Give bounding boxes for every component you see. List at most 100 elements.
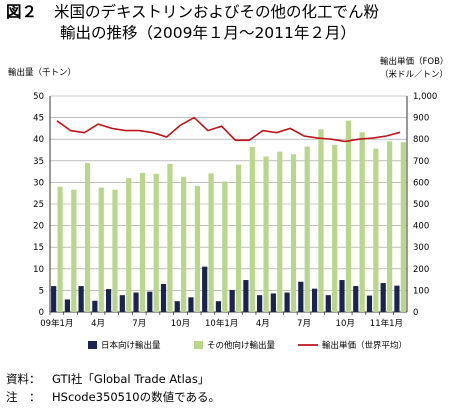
right-tick-label: 1,000: [413, 92, 437, 102]
bar-japan: [298, 281, 304, 312]
x-tick-label: 7月: [132, 319, 146, 329]
legend-label-other: その他向け輸出量: [207, 340, 276, 351]
right-tick-label: 900: [413, 114, 429, 124]
bar-japan: [284, 292, 290, 312]
left-axis-unit: 輸出量（千トン）: [8, 68, 77, 78]
left-tick-label: 5: [39, 286, 44, 296]
legend-label-japan: 日本向け輸出量: [101, 340, 161, 351]
bar-japan: [215, 301, 222, 312]
export-chart: 0510152025303540455001002003004005006007…: [33, 92, 437, 351]
bar-other: [153, 173, 159, 312]
x-tick-label: 11年1月: [370, 318, 403, 329]
bar-japan: [339, 280, 345, 312]
bar-japan: [78, 286, 84, 312]
bar-other: [71, 189, 77, 312]
note-text: HScode350510の数値である。: [52, 390, 220, 404]
bar-japan: [257, 295, 263, 312]
right-axis-unit-line-2: （米ドル／トン）: [380, 70, 449, 80]
left-tick-label: 45: [33, 114, 44, 124]
left-tick-label: 25: [33, 200, 44, 210]
right-tick-label: 500: [413, 200, 429, 210]
chart-title: 図２ 米国のデキストリンおよびその他の化工でん粉 輸出の推移（2009年１月～20…: [6, 2, 452, 44]
x-tick-label: 7月: [297, 319, 311, 329]
left-tick-label: 50: [33, 92, 44, 102]
right-axis-unit-line-1: 輸出単価（FOB）: [380, 57, 449, 67]
bar-other: [304, 146, 310, 312]
legend-swatch-japan: [88, 341, 97, 349]
bar-japan: [366, 295, 373, 312]
note-key: 注 ：: [6, 390, 41, 404]
bar-other: [98, 187, 104, 312]
legend-swatch-other: [194, 341, 203, 349]
bar-japan: [270, 293, 276, 312]
bar-other: [139, 172, 146, 312]
left-tick-label: 40: [33, 135, 44, 145]
bar-other: [208, 173, 214, 312]
right-tick-label: 600: [413, 178, 429, 188]
bar-japan: [51, 286, 57, 312]
bar-other: [359, 132, 365, 312]
bar-other: [400, 142, 406, 312]
source-key: 資料：: [6, 372, 41, 386]
source-line: 資料： GTI社「Global Trade Atlas」: [6, 370, 220, 388]
figure-number: 図２: [6, 3, 38, 21]
bar-japan: [147, 291, 153, 312]
bar-japan: [243, 280, 249, 312]
bar-other: [235, 164, 242, 312]
note-line: 注 ： HScode350510の数値である。: [6, 388, 220, 406]
title-line-1: 米国のデキストリンおよびその他の化工でん粉: [54, 3, 380, 21]
x-tick-label: 10月: [336, 319, 355, 329]
right-axis-unit: 輸出単価（FOB） （米ドル／トン）: [380, 56, 448, 82]
bar-other: [126, 178, 132, 312]
source-text: GTI社「Global Trade Atlas」: [52, 372, 210, 386]
right-tick-label: 200: [413, 265, 429, 275]
bar-other: [332, 144, 338, 312]
bar-japan: [311, 288, 318, 312]
bar-japan: [380, 283, 386, 312]
bar-other: [167, 163, 173, 312]
bar-japan: [92, 300, 98, 312]
right-tick-label: 400: [413, 222, 429, 232]
bar-japan: [353, 286, 359, 312]
left-tick-label: 30: [33, 178, 44, 188]
x-tick-label: 09年1月: [40, 318, 73, 329]
bar-other: [277, 151, 283, 312]
right-tick-label: 0: [413, 308, 418, 318]
bar-other: [373, 148, 379, 312]
bar-other: [387, 141, 393, 312]
bar-japan: [202, 266, 208, 312]
footer-notes: 資料： GTI社「Global Trade Atlas」 注 ： HScode350…: [6, 370, 220, 406]
bar-other: [194, 185, 200, 312]
bar-other: [249, 146, 255, 312]
bar-other: [318, 129, 324, 312]
legend-label-price: 輸出単価（世界平均）: [322, 340, 407, 351]
bar-japan: [188, 297, 194, 312]
bar-japan: [64, 299, 70, 312]
bar-other: [84, 162, 91, 312]
left-tick-label: 0: [39, 308, 44, 318]
bar-japan: [229, 289, 235, 312]
bar-other: [345, 120, 352, 313]
bar-japan: [119, 295, 125, 312]
bar-japan: [160, 283, 167, 312]
bar-other: [181, 176, 187, 312]
bar-other: [222, 181, 228, 312]
right-tick-label: 300: [413, 243, 429, 253]
right-tick-label: 100: [413, 286, 429, 296]
bar-japan: [133, 292, 139, 312]
bar-other: [112, 189, 118, 312]
title-line-2: 輸出の推移（2009年１月～2011年２月）: [60, 24, 356, 42]
x-tick-label: 10年1月: [205, 318, 238, 329]
left-tick-label: 10: [33, 265, 44, 275]
right-tick-label: 800: [413, 135, 429, 145]
bar-japan: [325, 295, 331, 312]
left-tick-label: 20: [33, 222, 44, 232]
x-tick-label: 4月: [256, 319, 270, 329]
bar-other: [57, 186, 63, 312]
price-line: [56, 116, 401, 143]
x-tick-label: 10月: [171, 319, 190, 329]
x-tick-label: 4月: [91, 319, 105, 329]
right-tick-label: 700: [413, 157, 429, 167]
bar-japan: [394, 285, 400, 312]
bar-japan: [105, 289, 112, 312]
